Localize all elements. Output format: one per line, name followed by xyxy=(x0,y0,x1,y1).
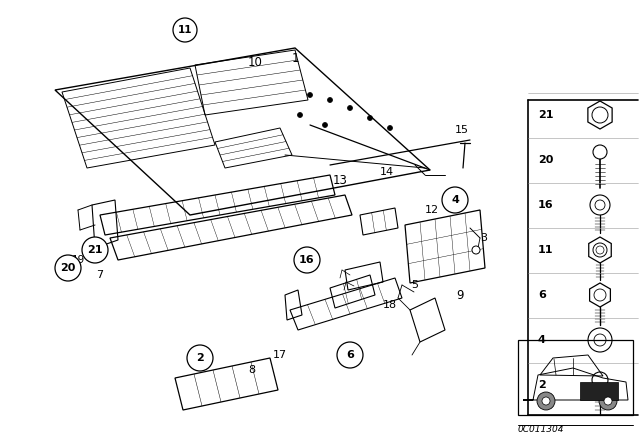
Circle shape xyxy=(588,328,612,352)
Text: 5: 5 xyxy=(412,280,419,290)
Text: 21: 21 xyxy=(87,245,103,255)
Text: 14: 14 xyxy=(380,167,394,177)
Text: 16: 16 xyxy=(538,200,554,210)
Circle shape xyxy=(55,255,81,281)
Text: 2: 2 xyxy=(196,353,204,363)
Circle shape xyxy=(173,18,197,42)
Text: 8: 8 xyxy=(248,365,255,375)
Text: 19: 19 xyxy=(72,255,84,265)
Circle shape xyxy=(367,116,372,121)
Text: 3: 3 xyxy=(481,233,488,243)
Text: 7: 7 xyxy=(97,270,104,280)
Text: 6: 6 xyxy=(538,290,546,300)
Text: 11: 11 xyxy=(178,25,192,35)
Text: 16: 16 xyxy=(299,255,315,265)
Text: 21: 21 xyxy=(538,110,554,120)
Circle shape xyxy=(593,145,607,159)
Circle shape xyxy=(307,92,312,98)
Circle shape xyxy=(590,195,610,215)
Text: 6: 6 xyxy=(346,350,354,360)
Circle shape xyxy=(604,397,612,405)
Circle shape xyxy=(294,247,320,273)
Circle shape xyxy=(542,397,550,405)
Text: 12: 12 xyxy=(425,205,439,215)
Circle shape xyxy=(298,112,303,117)
Circle shape xyxy=(472,246,480,254)
Text: 13: 13 xyxy=(333,173,348,186)
Text: 20: 20 xyxy=(60,263,76,273)
Circle shape xyxy=(596,246,604,254)
Bar xyxy=(580,382,618,400)
Text: 17: 17 xyxy=(273,350,287,360)
Circle shape xyxy=(537,392,555,410)
Text: 15: 15 xyxy=(455,125,469,135)
Circle shape xyxy=(592,372,608,388)
Text: 11: 11 xyxy=(538,245,554,255)
Circle shape xyxy=(592,107,608,123)
Text: 20: 20 xyxy=(538,155,554,165)
Text: 10: 10 xyxy=(248,56,262,69)
Text: 1: 1 xyxy=(291,52,299,65)
Text: 0C011304: 0C011304 xyxy=(518,425,564,434)
Text: 4: 4 xyxy=(538,335,546,345)
Circle shape xyxy=(187,345,213,371)
Text: 9: 9 xyxy=(456,289,464,302)
Circle shape xyxy=(323,122,328,128)
Circle shape xyxy=(337,342,363,368)
Circle shape xyxy=(328,98,333,103)
Circle shape xyxy=(82,237,108,263)
Bar xyxy=(518,340,633,415)
Circle shape xyxy=(594,289,606,301)
Circle shape xyxy=(593,243,607,257)
Circle shape xyxy=(599,392,617,410)
Circle shape xyxy=(594,334,606,346)
Circle shape xyxy=(348,105,353,111)
Circle shape xyxy=(387,125,392,130)
Circle shape xyxy=(595,200,605,210)
Circle shape xyxy=(442,187,468,213)
Text: 18: 18 xyxy=(383,300,397,310)
Text: 4: 4 xyxy=(451,195,459,205)
Text: 2: 2 xyxy=(538,380,546,390)
